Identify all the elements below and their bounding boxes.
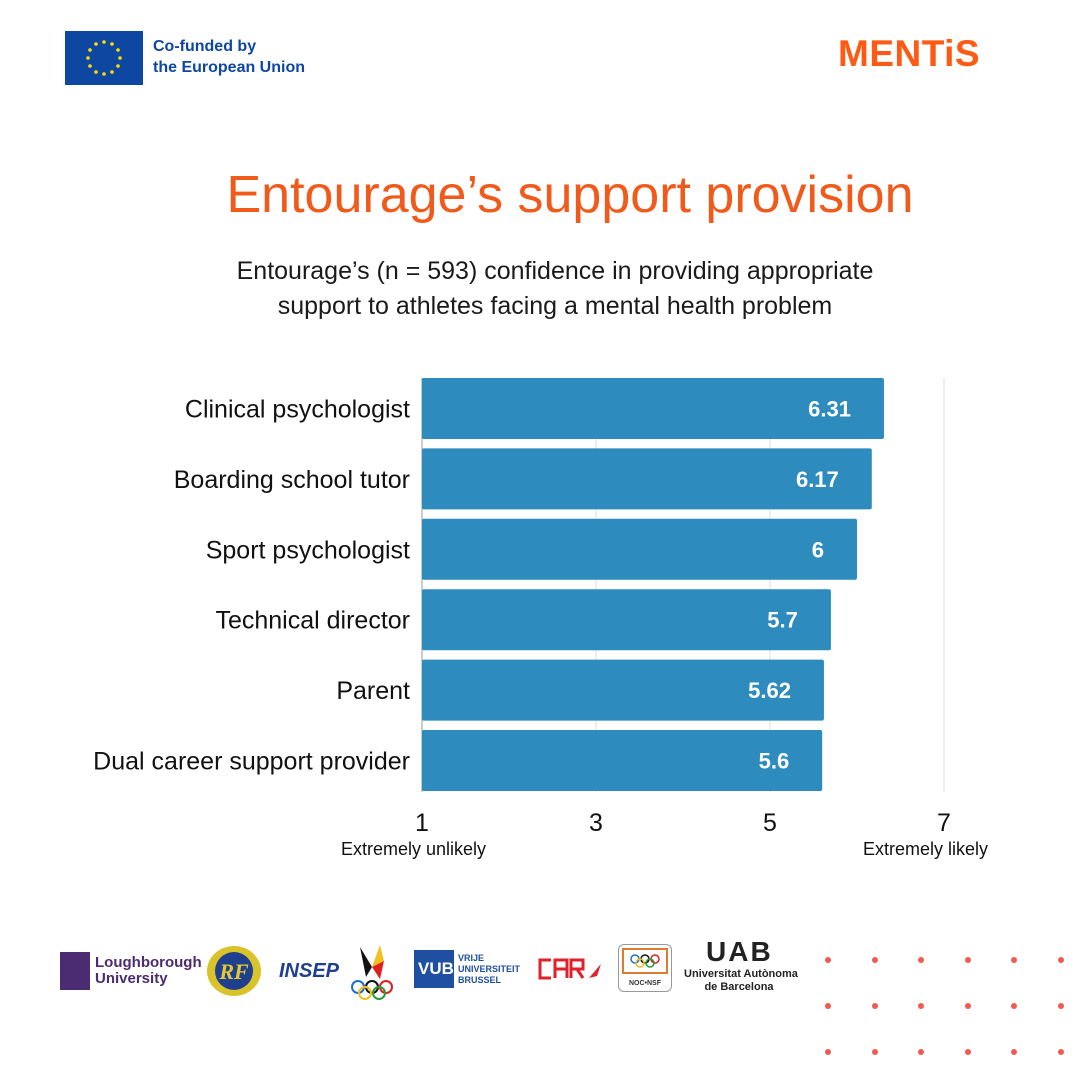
bar-value-label: 6 (812, 537, 824, 562)
vub-line-3: BRUSSEL (458, 975, 502, 985)
page-title: Entourage’s support provision (226, 166, 914, 224)
decor-dot (1057, 1049, 1064, 1055)
decor-dot (918, 1003, 924, 1009)
insep-logo: INSEP (279, 960, 340, 982)
decor-dot (871, 957, 878, 963)
noc-nsf-label: NOC•NSF (628, 980, 661, 987)
bar (422, 448, 872, 510)
svg-text:RF: RF (218, 959, 249, 984)
decor-dot (871, 1049, 878, 1055)
category-label: Dual career support provider (93, 748, 410, 776)
bar-value-label: 5.7 (767, 608, 798, 633)
bar (422, 518, 857, 580)
decor-dot (1057, 1003, 1064, 1009)
bar (422, 659, 824, 721)
chart-subtitle: Entourage’s (n = 593) confidence in prov… (236, 257, 874, 320)
loughborough-line-1: Loughborough (95, 954, 202, 971)
category-label: Clinical psychologist (185, 396, 410, 424)
decor-dot (871, 1003, 878, 1009)
x-tick-label: 3 (589, 809, 603, 837)
rf-emblem-icon: RF (205, 944, 263, 998)
vub-line-2: UNIVERSITEIT (458, 964, 521, 974)
bar (422, 378, 884, 439)
uab-logo-text: Universitat Autònoma de Barcelona (684, 968, 798, 994)
loughborough-line-2: University (95, 970, 168, 987)
uab-logo-mark: UAB (706, 936, 773, 967)
decor-dot (964, 1049, 971, 1055)
bar-value-label: 5.6 (759, 749, 790, 774)
vub-logo-subtext: VRIJE UNIVERSITEIT BRUSSEL (458, 953, 520, 986)
loughborough-logo-text: Loughborough University (95, 955, 202, 987)
decor-dot (964, 957, 971, 963)
loughborough-crest-icon (60, 952, 90, 990)
uab-line-1: Universitat Autònoma (684, 968, 798, 980)
noc-nsf-logo: NOC•NSF (618, 944, 672, 992)
bar (422, 730, 823, 791)
anchor-label-low: Extremely unlikely (341, 839, 487, 859)
eu-funding-text: Co-funded by the European Union (153, 36, 305, 78)
decor-dot (1011, 1049, 1017, 1055)
olympic-belgium-icon (346, 937, 398, 1002)
decor-dot (1057, 957, 1064, 963)
bar-value-label: 6.31 (808, 397, 851, 422)
decor-dot (1011, 957, 1017, 963)
category-label: Parent (336, 677, 410, 705)
uab-line-2: de Barcelona (704, 981, 774, 993)
eu-line-1: Co-funded by (153, 38, 257, 55)
bar (422, 589, 831, 651)
decor-dot (825, 1003, 831, 1009)
decor-dot (964, 1003, 971, 1009)
eu-line-2: the European Union (153, 59, 305, 76)
decor-dot (825, 1049, 831, 1055)
x-tick-label: 7 (937, 809, 951, 837)
decor-dot (1011, 1003, 1017, 1009)
mentis-logo: MENTiS (838, 33, 981, 74)
decor-dot (918, 957, 924, 963)
x-tick-label: 5 (763, 809, 777, 837)
car-logo-icon (537, 954, 605, 984)
category-label: Technical director (215, 607, 410, 635)
decor-dot (918, 1049, 924, 1055)
eu-flag-logo (65, 31, 143, 85)
category-label: Sport psychologist (206, 536, 410, 564)
decor-dot (825, 957, 831, 963)
vub-line-1: VRIJE (458, 953, 485, 963)
vub-logo-text: VUB (418, 959, 454, 978)
vub-logo-box (414, 950, 454, 988)
anchor-label-high: Extremely likely (863, 839, 989, 859)
category-label: Boarding school tutor (174, 466, 410, 494)
x-tick-label: 1 (415, 809, 429, 837)
bar-value-label: 6.17 (796, 467, 839, 492)
bar-value-label: 5.62 (748, 678, 791, 703)
